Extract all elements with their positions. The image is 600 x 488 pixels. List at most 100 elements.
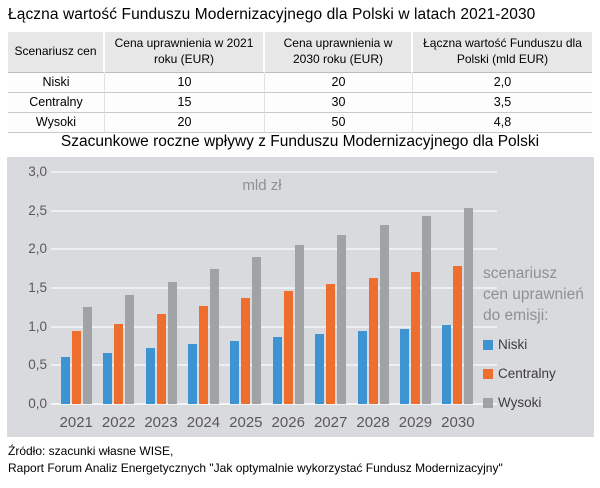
bar-niski-2026 [272, 337, 282, 404]
bar-group-2027 [309, 171, 351, 404]
table-cell-0-0: Niski [8, 72, 105, 93]
x-axis-tick-2024: 2024 [186, 414, 221, 431]
bar-centralny-2030 [453, 266, 463, 404]
bar-group-2021 [55, 171, 97, 404]
bar-niski-2027 [315, 334, 325, 404]
source-line-2: Raport Forum Analiz Energetycznych "Jak … [8, 461, 503, 475]
x-axis-tick-2023: 2023 [144, 414, 178, 431]
x-axis-tick-2027: 2027 [313, 414, 348, 431]
table-cell-1-3: 3,5 [413, 92, 592, 113]
gridline-3,0 [51, 171, 497, 173]
table-row-0: Niski 10 20 2,0 [8, 72, 592, 93]
bar-niski-2029 [399, 329, 409, 404]
chart-legend: scenariusz cen uprawnień do emisji: Niski C… [483, 263, 589, 424]
table-cell-2-0: Wysoki [8, 112, 105, 133]
legend-label-centralny: Centralny [498, 366, 556, 381]
chart-title: Szacunkowe roczne wpływy z Funduszu Mode… [60, 133, 540, 150]
table-cell-1-0: Centralny [8, 92, 105, 113]
x-axis-tick-2021: 2021 [59, 414, 93, 431]
x-axis-tick-2026: 2026 [271, 414, 305, 431]
bar-group-2023 [140, 171, 182, 404]
x-axis-tick-2022: 2022 [101, 414, 136, 431]
bar-wysoki-2023 [167, 282, 177, 404]
table-cell-2-3: 4,8 [413, 112, 592, 133]
legend-items: Niski Centralny Wysoki [483, 337, 589, 410]
x-axis-tick-2028: 2028 [356, 414, 390, 431]
bar-niski-2024 [187, 344, 197, 404]
legend-label-wysoki: Wysoki [498, 395, 542, 410]
gridline-2,5 [51, 209, 497, 212]
bar-centralny-2027 [326, 284, 336, 404]
x-axis-tick-2025: 2025 [229, 414, 263, 431]
legend-item-niski: Niski [483, 337, 589, 352]
bar-group-2030 [437, 171, 479, 404]
x-axis-tick-2029: 2029 [398, 414, 433, 431]
bar-centralny-2028 [368, 278, 378, 404]
bar-niski-2028 [357, 331, 367, 404]
bar-centralny-2022 [114, 324, 124, 404]
bar-centralny-2023 [156, 314, 166, 404]
table-header-cell-3: Łączna wartość Funduszu dla Polski (mld … [413, 32, 592, 73]
y-axis-tick-2,0: 2,0 [28, 241, 47, 257]
page-title: Łączna wartość Funduszu Modernizacyjnego… [8, 6, 536, 23]
gridline-1,0 [51, 325, 497, 328]
x-axis-labels: 2021 2022 2023 2024 2025 2026 2027 2028 2029 2030 [55, 414, 479, 431]
bar-group-2026 [267, 171, 309, 404]
y-axis-tick-3,0: 3,0 [28, 164, 47, 179]
table-cell-0-2: 20 [265, 72, 413, 93]
bar-wysoki-2026 [294, 245, 304, 404]
source-line-1: Źródło: szacunki własne WISE, [8, 444, 174, 458]
bar-group-2028 [352, 171, 394, 404]
table-cell-1-2: 30 [265, 92, 413, 113]
bar-centralny-2024 [198, 306, 208, 404]
legend-swatch-centralny-icon [483, 368, 493, 379]
table-row-2: Wysoki 20 50 4,8 [8, 112, 592, 133]
legend-title: scenariusz cen uprawnień do emisji: [483, 263, 589, 326]
legend-title-line-2: do emisji: [483, 307, 549, 324]
bar-niski-2025 [230, 341, 240, 404]
bar-wysoki-2024 [209, 269, 219, 404]
bar-niski-2030 [442, 325, 452, 404]
y-axis-tick-2,5: 2,5 [28, 202, 47, 218]
bar-wysoki-2021 [82, 307, 92, 404]
scenario-table-container: Scenariusz cen Cena uprawnienia w 2021 ro… [8, 32, 592, 133]
table-row-1: Centralny 15 30 3,5 [8, 92, 592, 113]
bar-group-2024 [182, 171, 224, 404]
gridline-1,5 [51, 287, 497, 289]
bar-centralny-2026 [283, 291, 293, 404]
table-cell-0-3: 2,0 [413, 72, 592, 93]
table-cell-2-2: 50 [265, 112, 413, 133]
table-body: Niski 10 20 2,0 Centralny 15 30 3,5 Wysoki 20 50 4,… [8, 72, 592, 133]
bar-niski-2022 [103, 353, 113, 404]
bar-group-2025 [225, 171, 267, 404]
scenario-summary-table: Scenariusz cen Cena uprawnienia w 2021 ro… [8, 32, 592, 133]
bar-niski-2021 [60, 357, 70, 404]
table-header-row: Scenariusz cen Cena uprawnienia w 2021 ro… [8, 32, 592, 73]
bar-groups [55, 171, 479, 404]
bar-group-2029 [394, 171, 436, 404]
legend-item-centralny: Centralny [483, 366, 589, 381]
table-header-cell-0: Scenariusz cen [8, 32, 105, 73]
bar-wysoki-2028 [379, 225, 389, 404]
bar-wysoki-2030 [464, 208, 474, 404]
bar-centralny-2029 [410, 272, 420, 404]
y-axis-tick-0,5: 0,5 [28, 357, 47, 373]
legend-swatch-wysoki-icon [483, 397, 493, 408]
legend-item-wysoki: Wysoki [483, 395, 589, 410]
y-axis-tick-0,0: 0,0 [28, 396, 47, 411]
legend-swatch-niski-icon [483, 339, 493, 350]
bar-group-2022 [97, 171, 139, 404]
legend-title-line-0: scenariusz [483, 265, 558, 282]
table-header-cell-1: Cena uprawnienia w 2021 roku (EUR) [105, 32, 265, 73]
bar-centralny-2021 [71, 331, 81, 404]
bar-niski-2023 [145, 348, 155, 404]
table-cell-2-1: 20 [105, 112, 265, 133]
table-cell-1-1: 15 [105, 92, 265, 113]
x-axis-tick-2030: 2030 [441, 414, 475, 431]
bar-centralny-2025 [241, 298, 251, 404]
table-header-row: Scenariusz cen Cena uprawnienia w 2021 ro… [8, 32, 592, 73]
gridline-0,0 [51, 403, 497, 405]
chart-unit-label: mld zł [242, 177, 282, 194]
legend-label-niski: Niski [498, 337, 528, 352]
legend-title-line-1: cen uprawnień [483, 286, 584, 303]
